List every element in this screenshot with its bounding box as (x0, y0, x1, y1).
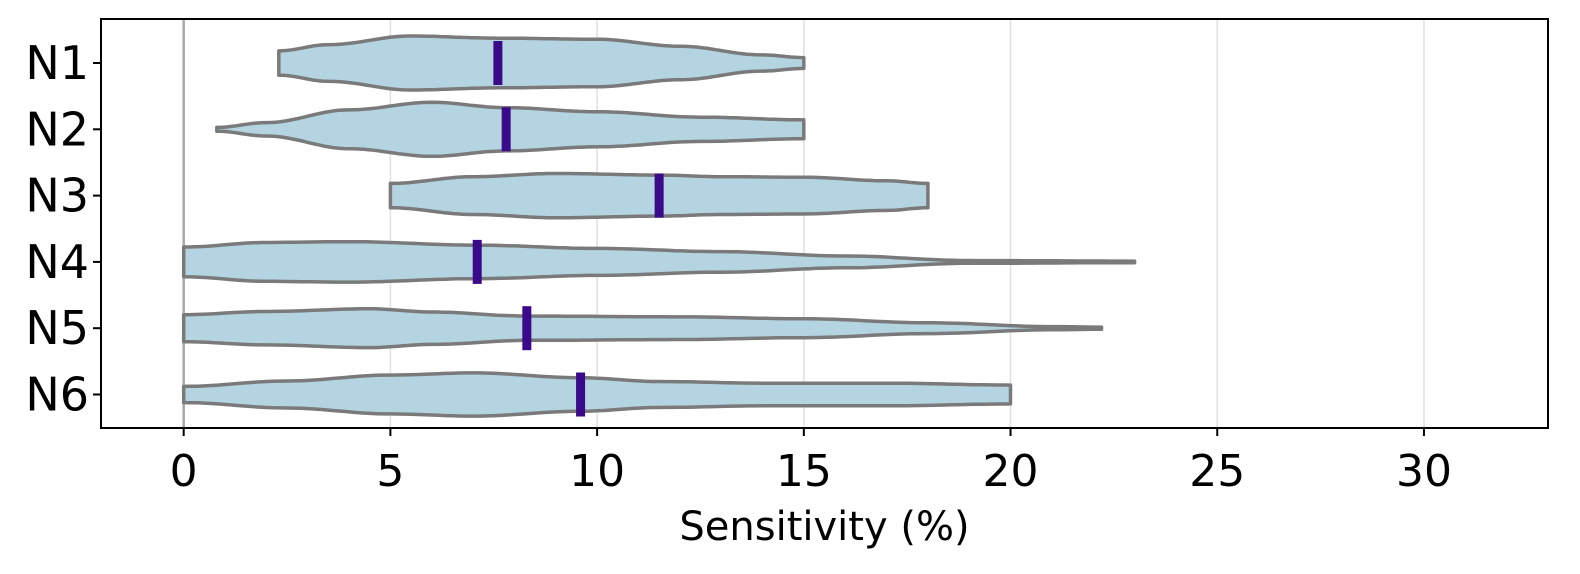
x-tick-label-10: 10 (569, 446, 625, 497)
violin-n5 (181, 306, 1104, 351)
y-tick-label-n1: N1 (25, 36, 89, 90)
y-tick-label-n5: N5 (25, 301, 89, 355)
violin-body-n5 (181, 307, 1104, 350)
median-marker-n5 (522, 306, 532, 351)
violin-body-n4 (181, 239, 1137, 284)
plot-frame (100, 18, 1549, 429)
violin-n2 (215, 100, 806, 159)
x-tick-label-0: 0 (170, 446, 198, 497)
x-tick-label-5: 5 (376, 446, 404, 497)
median-marker-n3 (654, 173, 664, 218)
x-tick-label-30: 30 (1396, 446, 1452, 497)
y-tick-label-n6: N6 (25, 368, 89, 422)
x-axis-title: Sensitivity (%) (679, 504, 969, 550)
x-tick-label-25: 25 (1189, 446, 1245, 497)
median-marker-n6 (576, 372, 586, 417)
x-axis: 0 5 10 15 20 25 30 (170, 428, 1452, 497)
violin-n6 (181, 371, 1013, 418)
violin-body-n6 (181, 371, 1013, 418)
median-marker-n1 (493, 41, 503, 85)
violin-n3 (388, 171, 930, 220)
y-tick-label-n3: N3 (25, 169, 89, 223)
violin-n4 (181, 239, 1137, 284)
violin-n1 (277, 34, 806, 92)
violins (181, 34, 1137, 418)
y-axis: N1 N2 N3 N4 N5 N6 (25, 36, 101, 422)
y-tick-label-n2: N2 (25, 102, 89, 156)
median-marker-n2 (501, 107, 511, 152)
x-tick-label-20: 20 (983, 446, 1039, 497)
violin-body-n1 (277, 34, 806, 92)
median-marker-n4 (472, 239, 482, 284)
x-tick-label-15: 15 (776, 446, 832, 497)
y-tick-label-n4: N4 (25, 235, 89, 289)
